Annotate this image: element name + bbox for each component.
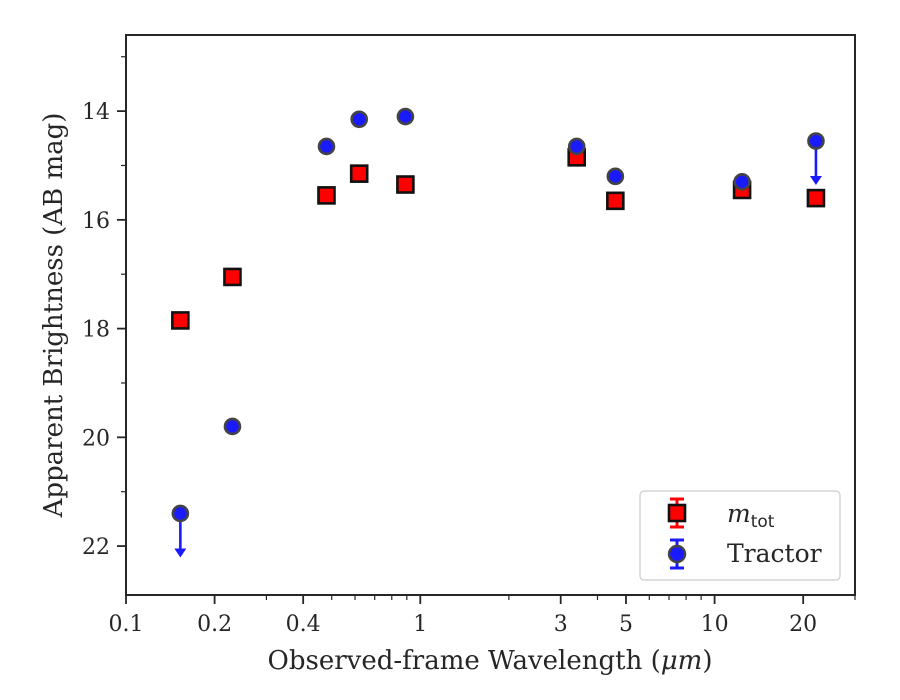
x-tick-label: 3 bbox=[554, 612, 568, 637]
y-tick-label: 16 bbox=[82, 209, 110, 234]
x-tick-label: 0.2 bbox=[197, 612, 232, 637]
tractor-point bbox=[396, 107, 415, 126]
y-axis-label: Apparent Brightness (AB mag) bbox=[39, 113, 69, 519]
tractor-point bbox=[171, 504, 190, 523]
legend-label-tractor: Tractor bbox=[727, 539, 822, 568]
x-axis-ticks: 0.1 0.2 0.4 1 3 5 10 20 bbox=[109, 595, 856, 637]
mtot-point bbox=[806, 188, 826, 208]
mtot-point bbox=[317, 186, 336, 205]
y-axis-ticks: 14 16 18 20 22 bbox=[82, 56, 126, 560]
x-tick-label: 0.1 bbox=[109, 612, 144, 637]
y-tick-label: 22 bbox=[82, 535, 110, 560]
legend: mtot Tractor bbox=[639, 490, 841, 581]
y-tick-label: 18 bbox=[82, 318, 110, 343]
x-tick-label: 10 bbox=[701, 612, 729, 637]
plot-frame bbox=[125, 34, 856, 596]
tractor-point bbox=[567, 137, 586, 156]
x-axis-label: Observed-frame Wavelength (μm) bbox=[268, 646, 713, 676]
x-tick-label: 5 bbox=[619, 612, 633, 637]
tractor-point bbox=[807, 132, 825, 150]
mtot-point bbox=[396, 175, 415, 194]
y-tick-label: 14 bbox=[82, 100, 110, 125]
tractor-point bbox=[733, 172, 751, 191]
x-tick-label: 0.4 bbox=[286, 612, 321, 637]
tractor-point bbox=[350, 110, 368, 129]
tractor-upper-limit-arrowhead bbox=[809, 176, 822, 186]
legend-marker-mtot bbox=[667, 497, 687, 529]
tractor-point bbox=[317, 137, 336, 156]
legend-box bbox=[639, 490, 841, 581]
x-tick-label: 1 bbox=[413, 612, 427, 637]
mtot-point bbox=[223, 267, 242, 287]
mtot-point bbox=[349, 164, 369, 183]
y-tick-label: 20 bbox=[82, 426, 110, 451]
x-tick-label: 20 bbox=[789, 612, 817, 637]
tractor-point bbox=[223, 417, 242, 436]
tractor-point bbox=[606, 167, 625, 186]
tractor-upper-limit-arrowhead bbox=[174, 548, 187, 558]
legend-label-mtot: mtot bbox=[727, 499, 775, 532]
legend-marker-tractor bbox=[667, 538, 687, 570]
mtot-point bbox=[171, 311, 190, 330]
data-markers bbox=[171, 107, 826, 558]
mtot-point bbox=[606, 191, 625, 211]
